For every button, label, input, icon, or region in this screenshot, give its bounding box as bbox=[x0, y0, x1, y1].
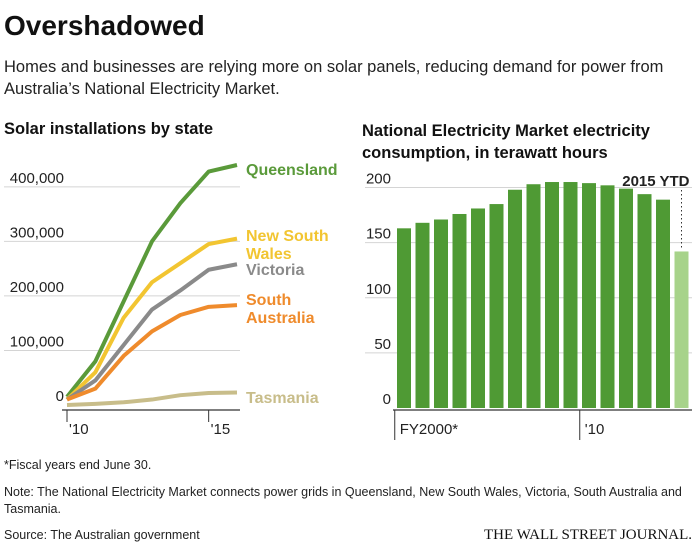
y-tick-label: 200,000 bbox=[10, 279, 64, 296]
series-line bbox=[65, 236, 238, 401]
bar bbox=[545, 182, 559, 408]
y-tick-label: 100,000 bbox=[10, 333, 64, 350]
bar bbox=[397, 228, 411, 408]
bar bbox=[526, 184, 541, 408]
x-tick-label: FY2000* bbox=[400, 421, 459, 438]
bar bbox=[637, 194, 652, 408]
brand: THE WALL STREET JOURNAL. bbox=[484, 527, 693, 543]
series-label: South Australia bbox=[246, 292, 315, 327]
bar bbox=[471, 208, 485, 408]
series-label: Victoria bbox=[246, 262, 305, 279]
y-tick-label: 400,000 bbox=[10, 170, 64, 187]
series-line bbox=[65, 163, 238, 399]
series-label: Tasmania bbox=[246, 390, 319, 407]
x-tick-label: '15 bbox=[211, 421, 231, 438]
y-tick-label: 0 bbox=[383, 391, 391, 408]
note: Note: The National Electricity Market co… bbox=[4, 485, 682, 516]
footnote: *Fiscal years end June 30. bbox=[4, 458, 152, 472]
y-tick-label: 150 bbox=[366, 226, 391, 243]
bar bbox=[508, 189, 522, 408]
bar bbox=[582, 183, 596, 408]
series-label: New South Wales bbox=[246, 228, 329, 263]
series-line bbox=[66, 303, 238, 402]
source: Source: The Australian government bbox=[4, 528, 200, 542]
x-tick-label: '10 bbox=[69, 421, 89, 438]
y-tick-label: 100 bbox=[366, 281, 391, 298]
bar bbox=[415, 222, 430, 408]
y-tick-label: 0 bbox=[56, 388, 64, 405]
series-line bbox=[65, 262, 238, 402]
bar bbox=[563, 182, 578, 408]
y-tick-label: 50 bbox=[374, 336, 391, 353]
bar bbox=[452, 213, 467, 408]
bar-label: 2015 YTD bbox=[622, 173, 689, 190]
bar bbox=[434, 219, 448, 408]
bar bbox=[600, 185, 615, 408]
bar bbox=[619, 188, 633, 408]
x-tick-label: '10 bbox=[585, 421, 605, 438]
series-line bbox=[66, 390, 238, 407]
headline: Overshadowed bbox=[4, 10, 205, 41]
chart-title: National Electricity Market electricity … bbox=[362, 122, 650, 162]
chart-title: Solar installations by state bbox=[4, 120, 214, 138]
series-label: Queensland bbox=[246, 162, 338, 179]
y-tick-label: 200 bbox=[366, 171, 391, 188]
bar bbox=[489, 204, 504, 408]
bar bbox=[674, 251, 689, 408]
y-tick-label: 300,000 bbox=[10, 224, 64, 241]
subtitle: Homes and businesses are relying more on… bbox=[4, 58, 664, 98]
bar bbox=[656, 199, 670, 408]
